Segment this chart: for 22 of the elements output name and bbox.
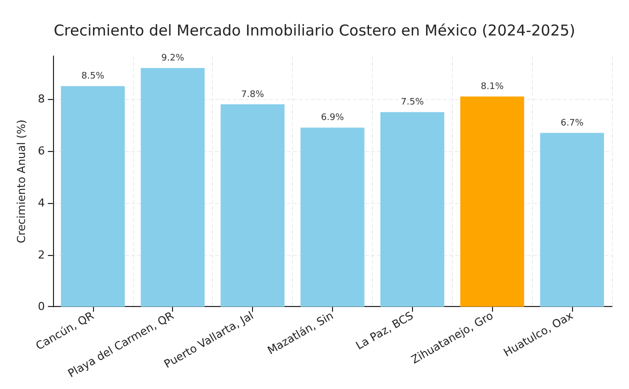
- data-label: 7.8%: [241, 90, 264, 100]
- y-tick-label: 4: [38, 196, 45, 210]
- chart-title: Crecimiento del Mercado Inmobiliario Costero en México (2024-2025): [54, 22, 576, 40]
- y-tick-label: 2: [38, 248, 45, 262]
- y-tick-label: 6: [38, 144, 45, 158]
- data-label: 8.1%: [480, 82, 504, 92]
- bar: [540, 132, 604, 307]
- bar: [380, 112, 444, 307]
- bar: [60, 86, 125, 307]
- y-tick-label: 0: [38, 300, 45, 314]
- y-axis-title: Crecimiento Anual (%): [15, 120, 28, 244]
- bar: [140, 68, 205, 307]
- data-label: 6.9%: [321, 113, 344, 124]
- x-tick-label: La Paz, BCS: [354, 309, 416, 352]
- bar: [460, 96, 524, 307]
- data-label: 8.5%: [81, 72, 105, 82]
- data-label: 9.2%: [161, 53, 185, 64]
- data-label: 7.5%: [400, 98, 424, 108]
- bar: [220, 104, 285, 307]
- data-label: 6.7%: [560, 118, 584, 128]
- y-tick-label: 8: [38, 92, 45, 106]
- bar: [300, 128, 364, 307]
